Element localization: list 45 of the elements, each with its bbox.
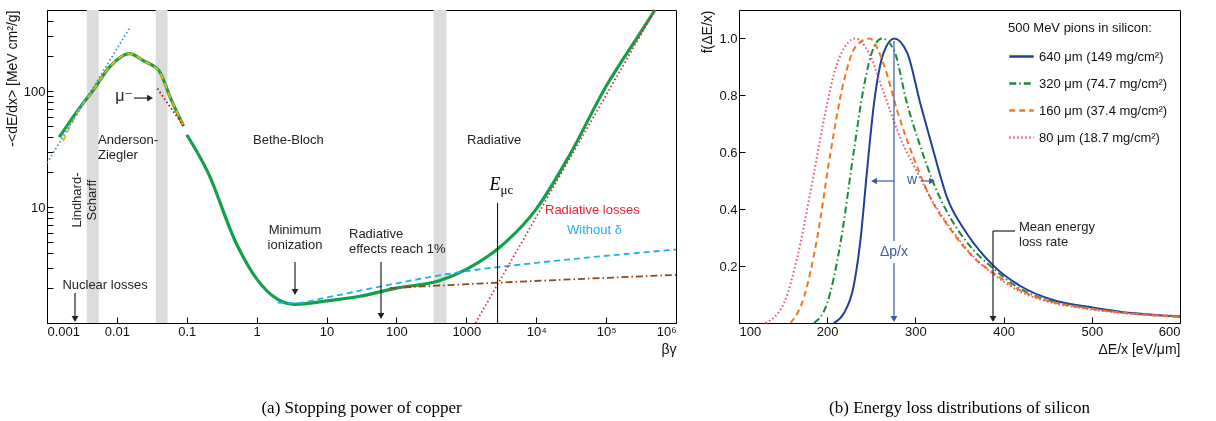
y-tick-label: 0.2 — [719, 258, 738, 274]
annotation: w — [905, 171, 918, 187]
x-tick-label: 100 — [739, 323, 762, 339]
legend-title: 500 MeV pions in silicon: — [1008, 20, 1152, 35]
y-tick-label: 0.6 — [719, 144, 738, 160]
annotation: Mean energy loss rate — [1019, 219, 1096, 249]
x-tick-label: 1 — [253, 323, 261, 339]
x-tick-label: 200 — [816, 323, 839, 339]
x-tick-label: 500 — [1081, 323, 1104, 339]
annotation: Radiative — [467, 132, 522, 147]
y-tick-label: 0.8 — [719, 87, 738, 103]
legend-label: 80 μm (18.7 mg/cm²) — [1039, 129, 1160, 145]
series-label: Radiative losses — [545, 202, 641, 217]
y-tick-label: 1.0 — [719, 30, 738, 46]
annotation: Nuclear losses — [62, 277, 149, 292]
annotation: Minimum ionization — [267, 222, 323, 252]
x-tick-label: 400 — [993, 323, 1015, 339]
legend-label: 640 μm (149 mg/cm²) — [1039, 48, 1164, 64]
x-tick-label: 1000 — [452, 323, 482, 339]
text: (a) Stopping power of copper — [261, 398, 462, 417]
x-tick-label: 10⁴ — [526, 323, 547, 339]
legend-label: 320 μm (74.7 mg/cm²) — [1039, 75, 1168, 91]
x-tick-label: 10⁵ — [596, 323, 617, 339]
x-axis-title: ΔE/x [eV/μm] — [1098, 340, 1181, 357]
x-tick-label: 300 — [905, 323, 927, 339]
annotation: Bethe-Bloch — [253, 132, 324, 147]
text: (b) Energy loss distributions of silicon — [829, 398, 1091, 417]
series-label: Without δ — [567, 222, 622, 237]
x-tick-label: 10 — [319, 323, 335, 339]
x-tick-label: 100 — [386, 323, 408, 339]
annotation: Anderson- Ziegler — [98, 132, 158, 162]
x-tick-label: 0.01 — [104, 323, 131, 339]
annotation: Lindhard- Scharff — [69, 172, 99, 228]
annotation: Δp/x — [879, 243, 909, 259]
x-tick-label: 10⁶ — [656, 323, 677, 339]
y-axis-title: f(ΔE/x) — [699, 10, 716, 54]
y-tick-label: 0.4 — [719, 201, 738, 217]
x-tick-label: 0.001 — [47, 323, 81, 339]
x-tick-label: 0.1 — [178, 323, 197, 339]
legend-label: 160 μm (37.4 mg/cm²) — [1039, 102, 1168, 118]
annotation: Radiative effects reach 1% — [349, 226, 447, 256]
annotation: μ⁻ — [115, 87, 133, 105]
x-tick-label: 600 — [1158, 323, 1181, 339]
y-axis-title: -<dE/dx> [MeV cm²/g] — [3, 10, 20, 147]
x-axis-title: βγ — [661, 340, 677, 357]
